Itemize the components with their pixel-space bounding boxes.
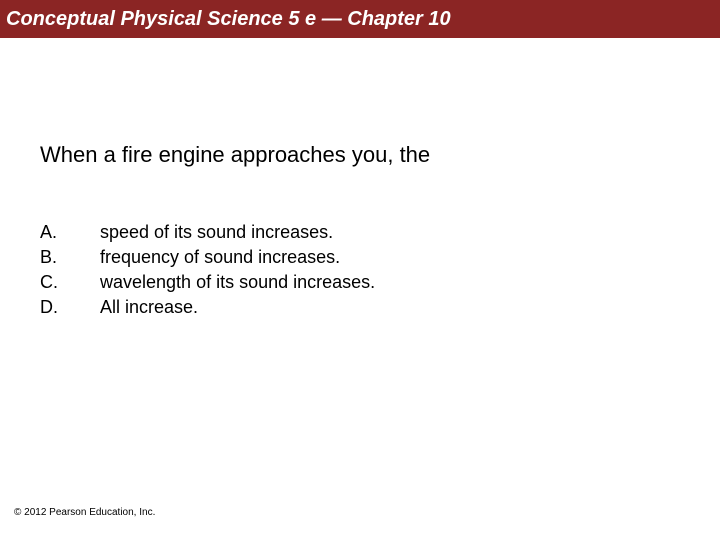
copyright-footer: © 2012 Pearson Education, Inc. [14, 507, 155, 518]
option-text: wavelength of its sound increases. [100, 272, 375, 293]
option-row: B. frequency of sound increases. [40, 247, 375, 268]
header-title: Conceptual Physical Science 5 e — Chapte… [6, 8, 451, 31]
option-letter: C. [40, 272, 100, 293]
slide: Conceptual Physical Science 5 e — Chapte… [0, 0, 720, 540]
option-letter: D. [40, 297, 100, 318]
option-text: frequency of sound increases. [100, 247, 340, 268]
question-text: When a fire engine approaches you, the [40, 142, 430, 168]
options-list: A. speed of its sound increases. B. freq… [40, 222, 375, 322]
option-row: A. speed of its sound increases. [40, 222, 375, 243]
option-letter: B. [40, 247, 100, 268]
header-bar: Conceptual Physical Science 5 e — Chapte… [0, 0, 720, 38]
option-text: All increase. [100, 297, 198, 318]
option-letter: A. [40, 222, 100, 243]
option-row: D. All increase. [40, 297, 375, 318]
option-text: speed of its sound increases. [100, 222, 333, 243]
option-row: C. wavelength of its sound increases. [40, 272, 375, 293]
